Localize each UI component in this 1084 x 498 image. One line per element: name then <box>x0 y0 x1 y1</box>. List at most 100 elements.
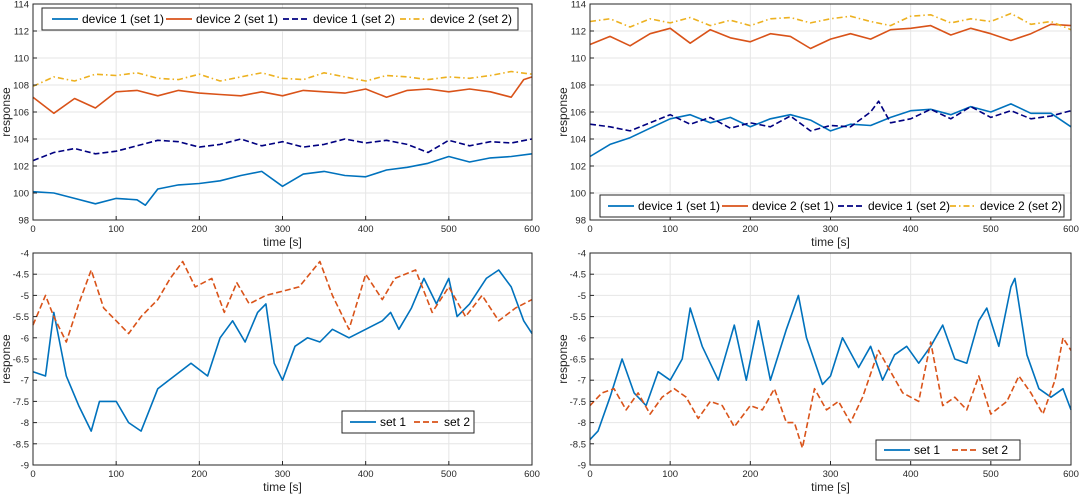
y-tick-label: 102 <box>13 162 29 173</box>
chart-panel-top-left: 0 100 200 300 400 500 600 98 100 102 104 106 108 110 1… <box>0 0 540 249</box>
x-tick-label: 100 <box>662 469 678 480</box>
x-axis-title: time [s] <box>811 480 850 494</box>
y-tick-label: 112 <box>571 27 586 38</box>
y-tick-label: -4.5 <box>570 270 586 281</box>
y-tick-label: 108 <box>13 81 29 92</box>
x-tick-label: 400 <box>903 469 919 480</box>
x-axis-title: time [s] <box>263 235 302 249</box>
legend-label-3: device 2 (set 2) <box>430 12 512 26</box>
series-line-1 <box>589 23 1072 50</box>
legend: set 1 set 2 <box>875 439 1021 461</box>
y-tick-label: 106 <box>13 108 29 119</box>
x-tick-label: 300 <box>275 469 291 480</box>
x-tick-label: 100 <box>662 224 678 235</box>
chart-panel-bottom-left: 0 100 200 300 400 500 600 -9 -8.5 -8 -7.5 -7 -6.5 -6 -… <box>0 249 540 495</box>
x-tick-label: 100 <box>108 224 124 235</box>
y-tick-label: 98 <box>575 216 586 227</box>
x-tick-label: 200 <box>742 469 758 480</box>
series-line-2 <box>589 100 1072 132</box>
legend-box <box>599 194 1065 218</box>
x-tick-label: 600 <box>1063 224 1079 235</box>
y-tick-label: 104 <box>13 135 29 146</box>
x-tick-label: 0 <box>30 224 35 235</box>
legend-label-2: device 1 (set 2) <box>313 12 395 26</box>
legend-label-1: device 2 (set 1) <box>752 199 834 213</box>
legend-box <box>875 439 1021 461</box>
y-tick-label: -4.5 <box>13 270 29 281</box>
x-tick-label: 0 <box>587 224 592 235</box>
y-tick-label: -7 <box>21 376 29 387</box>
legend-label-0: device 1 (set 1) <box>638 199 720 213</box>
series-line-0 <box>589 103 1072 158</box>
y-tick-label: 108 <box>570 81 586 92</box>
x-axis-title: time [s] <box>811 235 850 249</box>
x-tick-label: 300 <box>275 224 291 235</box>
x-tick-label: 400 <box>358 469 374 480</box>
y-tick-label: -8 <box>578 418 586 429</box>
legend-label-0: set 1 <box>380 415 406 429</box>
y-axis-title: response <box>0 334 13 384</box>
chart-panel-bottom-right: 0 100 200 300 400 500 600 -9 -8.5 -8 -7.5 -7 -6.5 -6 -… <box>556 249 1079 495</box>
y-axis-title: response <box>0 87 13 137</box>
y-tick-label: -9 <box>578 461 586 472</box>
x-tick-label: 400 <box>903 224 919 235</box>
y-axis-title: response <box>556 87 570 137</box>
x-tick-label: 300 <box>823 469 839 480</box>
legend-label-1: set 2 <box>982 443 1008 457</box>
x-tick-label: 500 <box>441 469 457 480</box>
y-tick-label: -5 <box>21 291 29 302</box>
x-tick-label: 500 <box>983 224 999 235</box>
x-tick-label: 200 <box>191 469 207 480</box>
y-tick-label: -5 <box>578 291 586 302</box>
x-tick-label: 400 <box>358 224 374 235</box>
x-tick-label: 200 <box>742 224 758 235</box>
series-line-3 <box>32 70 533 88</box>
y-tick-label: 104 <box>570 135 586 146</box>
y-tick-label: -4 <box>578 249 586 260</box>
y-tick-label: 110 <box>14 54 29 65</box>
y-tick-label: 112 <box>14 27 29 38</box>
y-tick-label: -9 <box>21 461 29 472</box>
y-tick-label: -5.5 <box>13 312 29 323</box>
chart-panel-top-right: 0 100 200 300 400 500 600 98 100 102 104 106 108 110 1… <box>556 0 1079 249</box>
legend-label-1: set 2 <box>444 415 470 429</box>
x-tick-label: 0 <box>587 469 592 480</box>
x-tick-label: 100 <box>108 469 124 480</box>
y-tick-label: -5.5 <box>570 312 586 323</box>
y-tick-label: -8 <box>21 418 29 429</box>
series-line-3 <box>589 12 1072 31</box>
y-tick-label: -7.5 <box>570 397 586 408</box>
legend-label-3: device 2 (set 2) <box>980 199 1062 213</box>
x-tick-label: 600 <box>1063 469 1079 480</box>
legend: device 1 (set 1) device 2 (set 1) device 1… <box>41 7 519 31</box>
legend-label-0: set 1 <box>914 443 940 457</box>
x-tick-label: 500 <box>983 469 999 480</box>
y-tick-label: -4 <box>21 249 29 260</box>
y-tick-label: 110 <box>571 54 586 65</box>
legend-label-0: device 1 (set 1) <box>82 12 164 26</box>
series-line-0 <box>589 277 1072 441</box>
y-tick-label: -6.5 <box>570 355 586 366</box>
legend-box <box>41 7 519 31</box>
y-tick-label: 114 <box>14 0 29 11</box>
y-tick-label: 100 <box>13 189 29 200</box>
series-line-1 <box>589 337 1072 449</box>
y-tick-label: -6.5 <box>13 355 29 366</box>
y-tick-label: 106 <box>570 108 586 119</box>
y-tick-label: -8.5 <box>13 439 29 450</box>
legend-box <box>341 410 475 434</box>
series-line-2 <box>32 138 533 162</box>
legend: set 1 set 2 <box>341 410 475 434</box>
y-tick-label: 98 <box>18 216 29 227</box>
legend-label-1: device 2 (set 1) <box>196 12 278 26</box>
x-tick-label: 300 <box>823 224 839 235</box>
y-tick-label: -6 <box>21 333 29 344</box>
y-tick-label: -7 <box>578 376 586 387</box>
y-tick-label: -6 <box>578 333 586 344</box>
y-tick-label: -7.5 <box>13 397 29 408</box>
x-axis-title: time [s] <box>263 480 302 494</box>
legend-label-2: device 1 (set 2) <box>868 199 950 213</box>
legend: device 1 (set 1) device 2 (set 1) device 1… <box>599 194 1065 218</box>
y-tick-label: -8.5 <box>570 439 586 450</box>
